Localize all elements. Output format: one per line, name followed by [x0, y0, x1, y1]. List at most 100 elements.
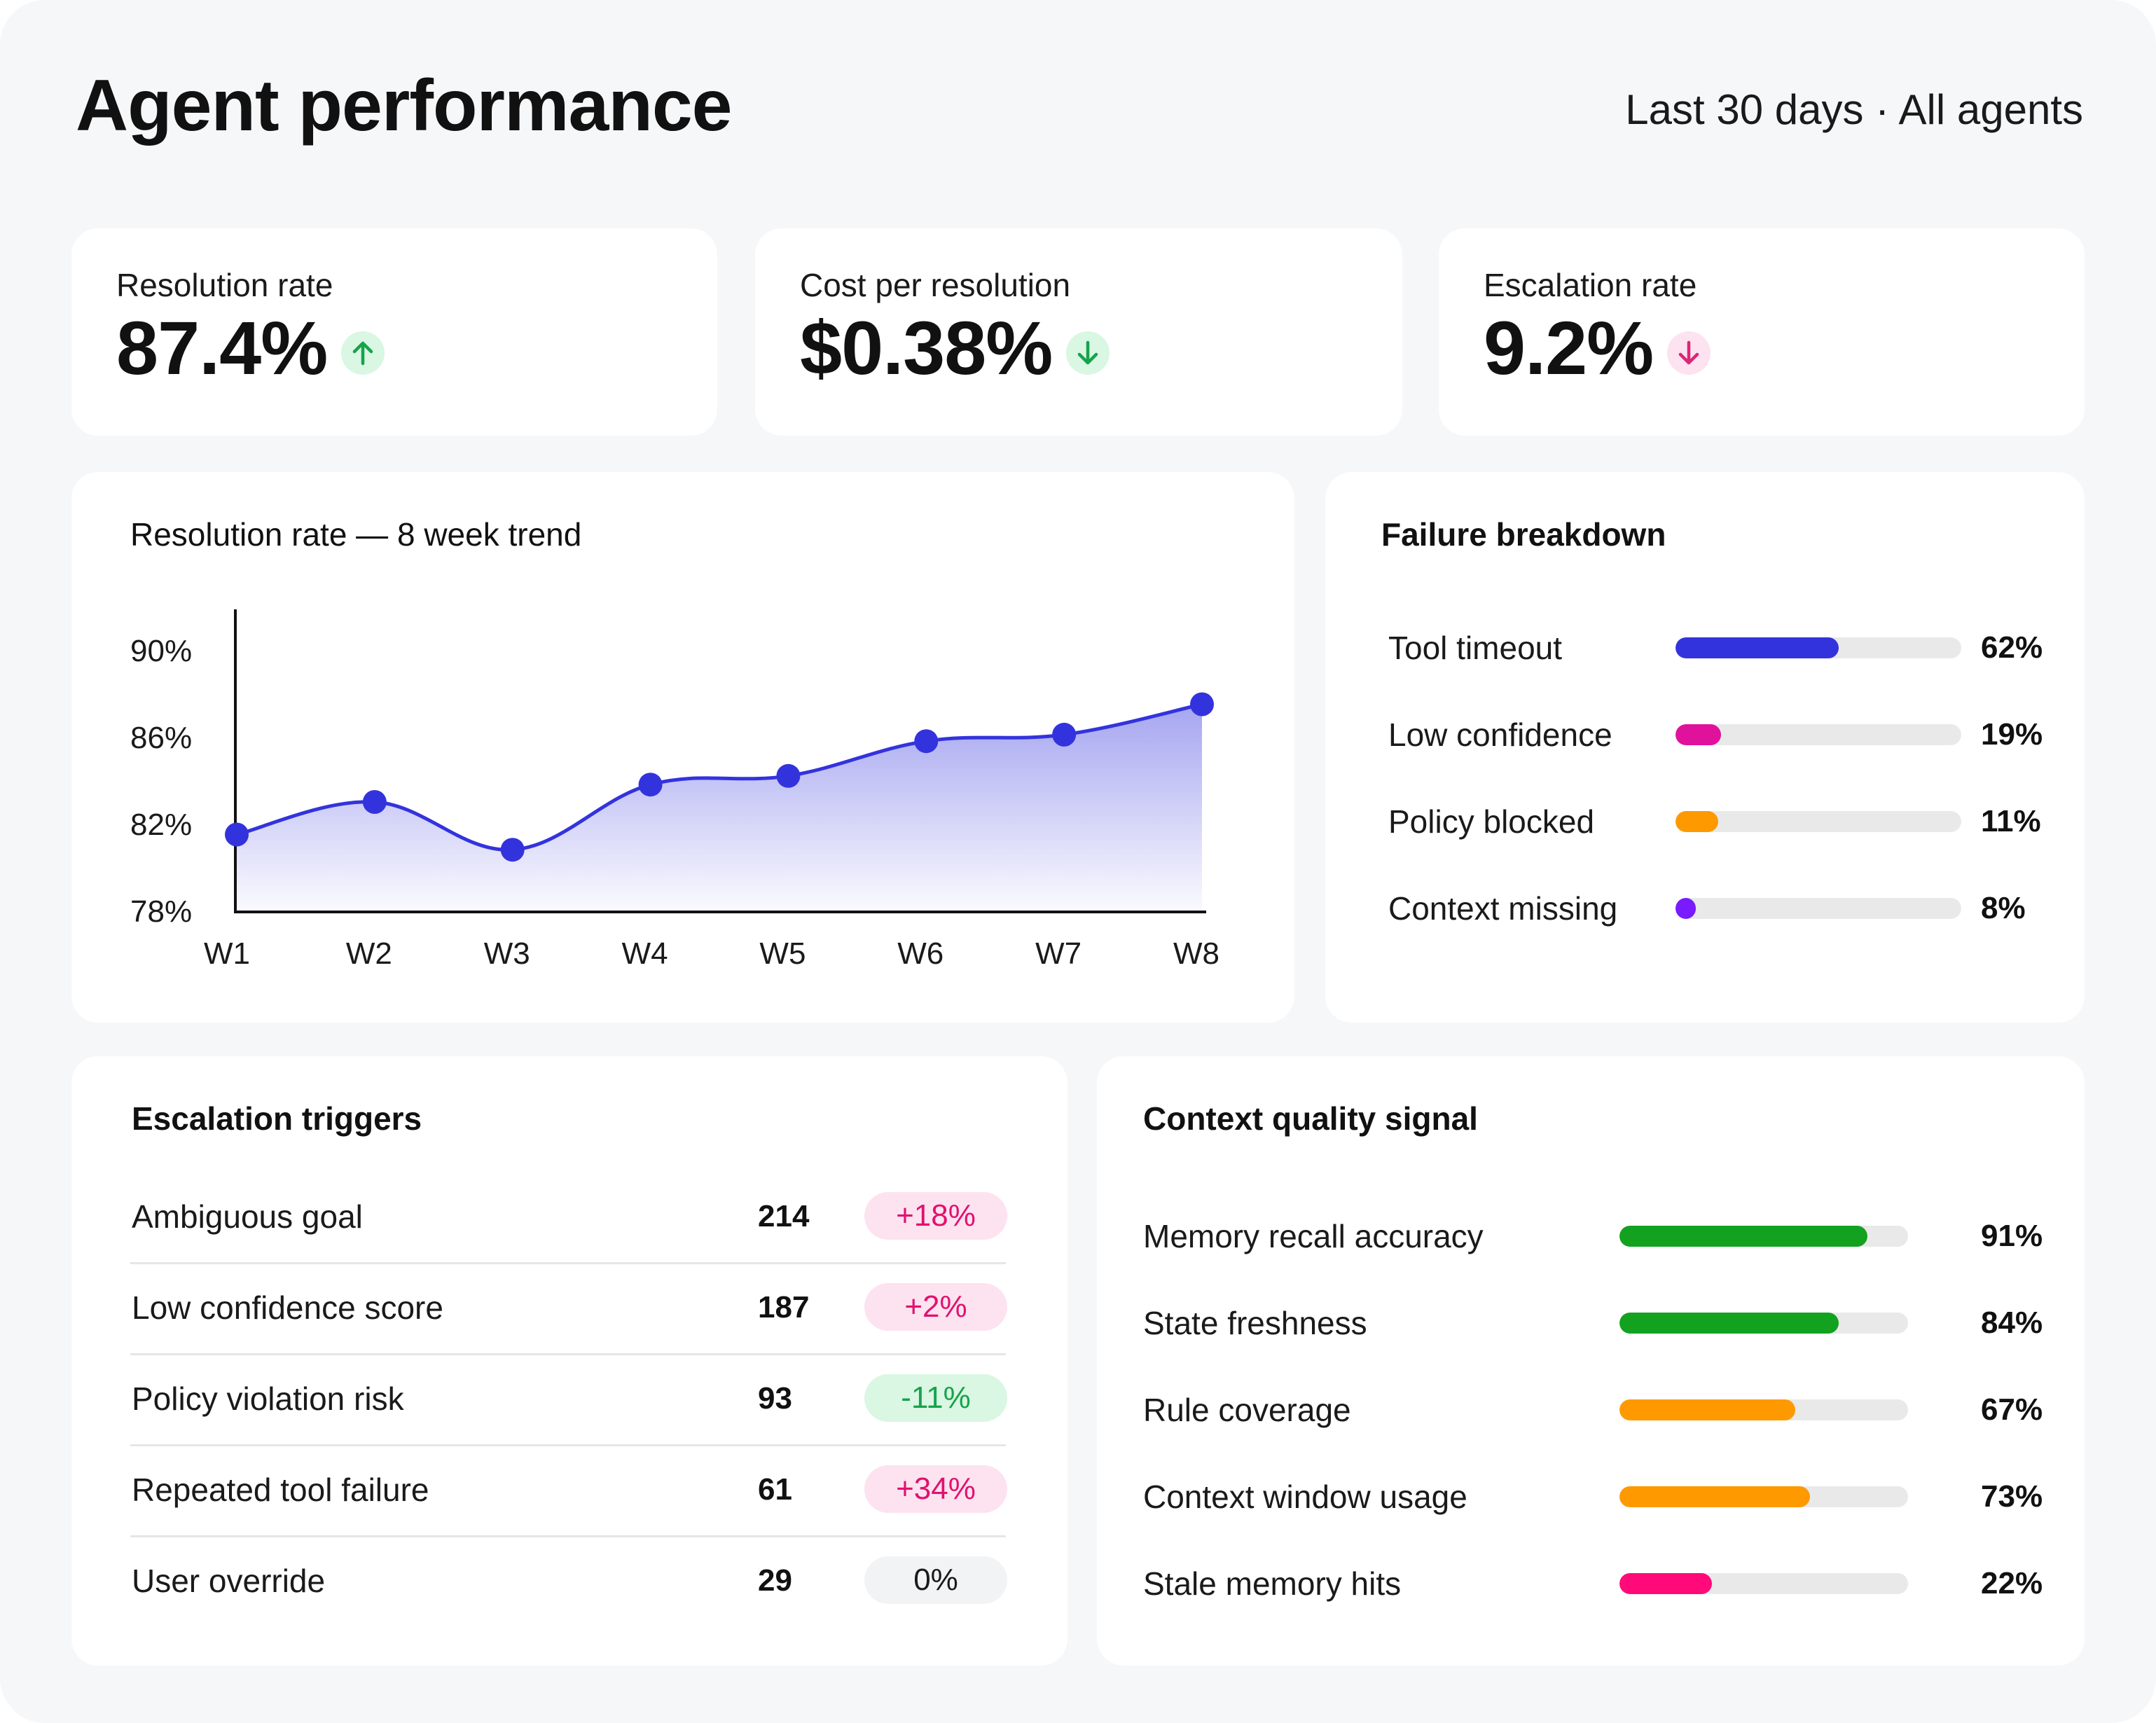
failure-fill	[1675, 898, 1696, 919]
kpi-value: $0.38%	[800, 305, 1053, 390]
context-track	[1619, 1573, 1908, 1594]
trigger-delta-badge: +2%	[864, 1283, 1007, 1331]
context-label: Context window usage	[1143, 1479, 1467, 1515]
arrow-down-icon	[1066, 331, 1110, 375]
failure-track	[1675, 898, 1961, 919]
context-row: Context window usage 73%	[1097, 1475, 2085, 1517]
x-tick-label: W1	[204, 936, 250, 971]
trigger-delta-badge: +34%	[864, 1465, 1007, 1513]
failure-track	[1675, 811, 1961, 832]
trigger-delta-badge: +18%	[864, 1192, 1007, 1240]
context-quality-card: Context quality signal Memory recall acc…	[1097, 1056, 2085, 1666]
context-fill	[1619, 1573, 1712, 1594]
context-fill	[1619, 1399, 1796, 1420]
trigger-count: 214	[758, 1199, 810, 1233]
kpi-card-escalation-rate: Escalation rate 9.2%	[1439, 228, 2085, 436]
kpi-label: Cost per resolution	[800, 267, 1071, 303]
kpi-label: Resolution rate	[116, 267, 333, 303]
trigger-label: Policy violation risk	[132, 1381, 404, 1417]
trend-card-title: Resolution rate — 8 week trend	[130, 516, 582, 553]
context-track	[1619, 1486, 1908, 1507]
failure-row: Policy blocked 11%	[1325, 800, 2085, 842]
failure-label: Policy blocked	[1388, 803, 1595, 840]
context-label: State freshness	[1143, 1305, 1367, 1341]
context-quality-title: Context quality signal	[1143, 1100, 1478, 1137]
data-point-w6[interactable]	[914, 729, 939, 754]
context-percent: 22%	[1981, 1566, 2043, 1600]
context-percent: 84%	[1981, 1306, 2043, 1340]
data-point-w1[interactable]	[225, 822, 249, 847]
kpi-value: 9.2%	[1484, 305, 1654, 390]
failure-percent: 62%	[1981, 630, 2043, 665]
context-fill	[1619, 1313, 1839, 1334]
arrow-up-icon	[341, 331, 385, 375]
date-range-filter[interactable]: Last 30 days · All agents	[1625, 86, 2083, 133]
trigger-label: Repeated tool failure	[132, 1472, 429, 1508]
context-row: State freshness 84%	[1097, 1301, 2085, 1343]
failure-track	[1675, 637, 1961, 658]
x-tick-label: W7	[1035, 936, 1082, 971]
failure-fill	[1675, 811, 1719, 832]
failure-percent: 11%	[1981, 804, 2041, 838]
data-point-w4[interactable]	[638, 773, 663, 797]
data-point-w8[interactable]	[1190, 692, 1214, 717]
trigger-row[interactable]: Policy violation risk 93 -11%	[130, 1353, 1007, 1446]
trigger-row[interactable]: Ambiguous goal 214 +18%	[130, 1171, 1007, 1264]
data-point-w7[interactable]	[1052, 722, 1077, 747]
trigger-label: User override	[132, 1563, 326, 1599]
context-label: Memory recall accuracy	[1143, 1218, 1484, 1254]
trigger-row[interactable]: User override 29 0%	[130, 1535, 1007, 1626]
kpi-label: Escalation rate	[1484, 267, 1697, 303]
context-percent: 91%	[1981, 1219, 2043, 1253]
trigger-label: Low confidence score	[132, 1289, 443, 1326]
failure-row: Context missing 8%	[1325, 887, 2085, 929]
context-track	[1619, 1226, 1908, 1247]
chart-axes	[234, 609, 1206, 913]
trend-area	[237, 704, 1202, 912]
data-point-w3[interactable]	[500, 838, 525, 862]
context-label: Stale memory hits	[1143, 1565, 1402, 1602]
kpi-card-resolution-rate: Resolution rate 87.4%	[71, 228, 717, 436]
x-tick-label: W4	[622, 936, 668, 971]
escalation-triggers-title: Escalation triggers	[132, 1100, 422, 1137]
context-fill	[1619, 1486, 1810, 1507]
failure-label: Low confidence	[1388, 717, 1612, 753]
x-tick-label: W6	[897, 936, 944, 971]
failure-label: Tool timeout	[1388, 630, 1563, 666]
failure-track	[1675, 724, 1961, 745]
y-tick-label: 82%	[130, 808, 192, 842]
context-percent: 67%	[1981, 1392, 2043, 1427]
x-tick-label: W2	[346, 936, 392, 971]
data-point-w2[interactable]	[362, 790, 387, 814]
trigger-label: Ambiguous goal	[132, 1198, 363, 1235]
y-tick-label: 78%	[130, 894, 192, 929]
trigger-row[interactable]: Low confidence score 187 +2%	[130, 1262, 1007, 1355]
failure-percent: 8%	[1981, 891, 2026, 925]
x-tick-label: W3	[484, 936, 530, 971]
context-row: Rule coverage 67%	[1097, 1388, 2085, 1430]
x-tick-label: W8	[1173, 936, 1219, 971]
trigger-count: 187	[758, 1290, 810, 1324]
trigger-delta-badge: -11%	[864, 1374, 1007, 1422]
context-track	[1619, 1399, 1908, 1420]
page-title: Agent performance	[76, 65, 733, 146]
trigger-count: 29	[758, 1563, 792, 1598]
data-point-w5[interactable]	[776, 763, 801, 788]
kpi-value: 87.4%	[116, 305, 328, 390]
failure-row: Low confidence 19%	[1325, 713, 2085, 755]
trend-card: Resolution rate — 8 week trend 90% 86% 82%…	[71, 472, 1294, 1023]
context-fill	[1619, 1226, 1868, 1247]
kpi-card-cost-per-resolution: Cost per resolution $0.38%	[755, 228, 1402, 436]
failure-fill	[1675, 724, 1722, 745]
context-row: Memory recall accuracy 91%	[1097, 1215, 2085, 1257]
trigger-delta-badge: 0%	[864, 1556, 1007, 1604]
failure-percent: 19%	[1981, 717, 2043, 752]
x-tick-label: W5	[759, 936, 806, 971]
trigger-count: 93	[758, 1381, 792, 1416]
trigger-count: 61	[758, 1472, 792, 1507]
trigger-row[interactable]: Repeated tool failure 61 +34%	[130, 1444, 1007, 1537]
trend-line	[236, 703, 1203, 852]
trend-chart: 90% 86% 82% 78% W1 W2 W3 W4 W5 W6 W7 W8	[130, 609, 1219, 971]
failure-label: Context missing	[1388, 890, 1618, 927]
